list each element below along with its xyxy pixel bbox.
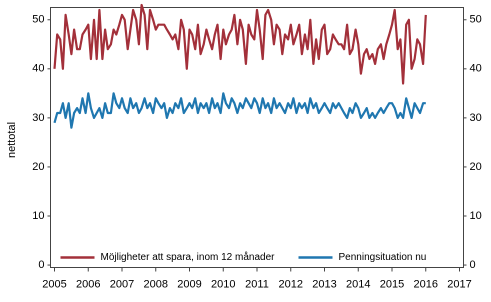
legend-label: Penningsituation nu (339, 252, 427, 263)
legend-label: Möjligheter att spara, inom 12 månader (101, 251, 276, 263)
y2-tick-label: 10 (470, 210, 482, 222)
y-tick-label: 0 (38, 259, 44, 271)
series-line (53, 3, 427, 85)
y-tick-label: 50 (32, 14, 44, 26)
y2-tick-label: 20 (470, 161, 482, 173)
x-tick-label: 2011 (245, 278, 269, 290)
series-line (53, 92, 426, 129)
x-tick-label: 2012 (279, 278, 303, 290)
y-tick-label: 20 (32, 161, 44, 173)
x-tick-label: 2009 (177, 278, 201, 290)
y-axis-label: nettotal (6, 122, 18, 158)
y2-tick-label: 50 (470, 14, 482, 26)
x-tick-label: 2017 (447, 278, 471, 290)
x-tick-label: 2013 (312, 278, 336, 290)
x-tick-label: 2015 (380, 278, 404, 290)
x-tick-label: 2008 (144, 278, 168, 290)
x-tick-label: 2016 (414, 278, 438, 290)
y2-tick-label: 0 (470, 259, 476, 271)
y2-tick-label: 30 (470, 112, 482, 124)
x-tick-label: 2010 (211, 278, 235, 290)
y-tick-label: 40 (32, 63, 44, 75)
x-tick-label: 2014 (346, 278, 370, 290)
x-tick-label: 2005 (42, 278, 66, 290)
y-tick-label: 30 (32, 112, 44, 124)
y-tick-label: 10 (32, 210, 44, 222)
x-tick-label: 2006 (76, 278, 100, 290)
x-tick-label: 2007 (110, 278, 134, 290)
y2-tick-label: 40 (470, 63, 482, 75)
